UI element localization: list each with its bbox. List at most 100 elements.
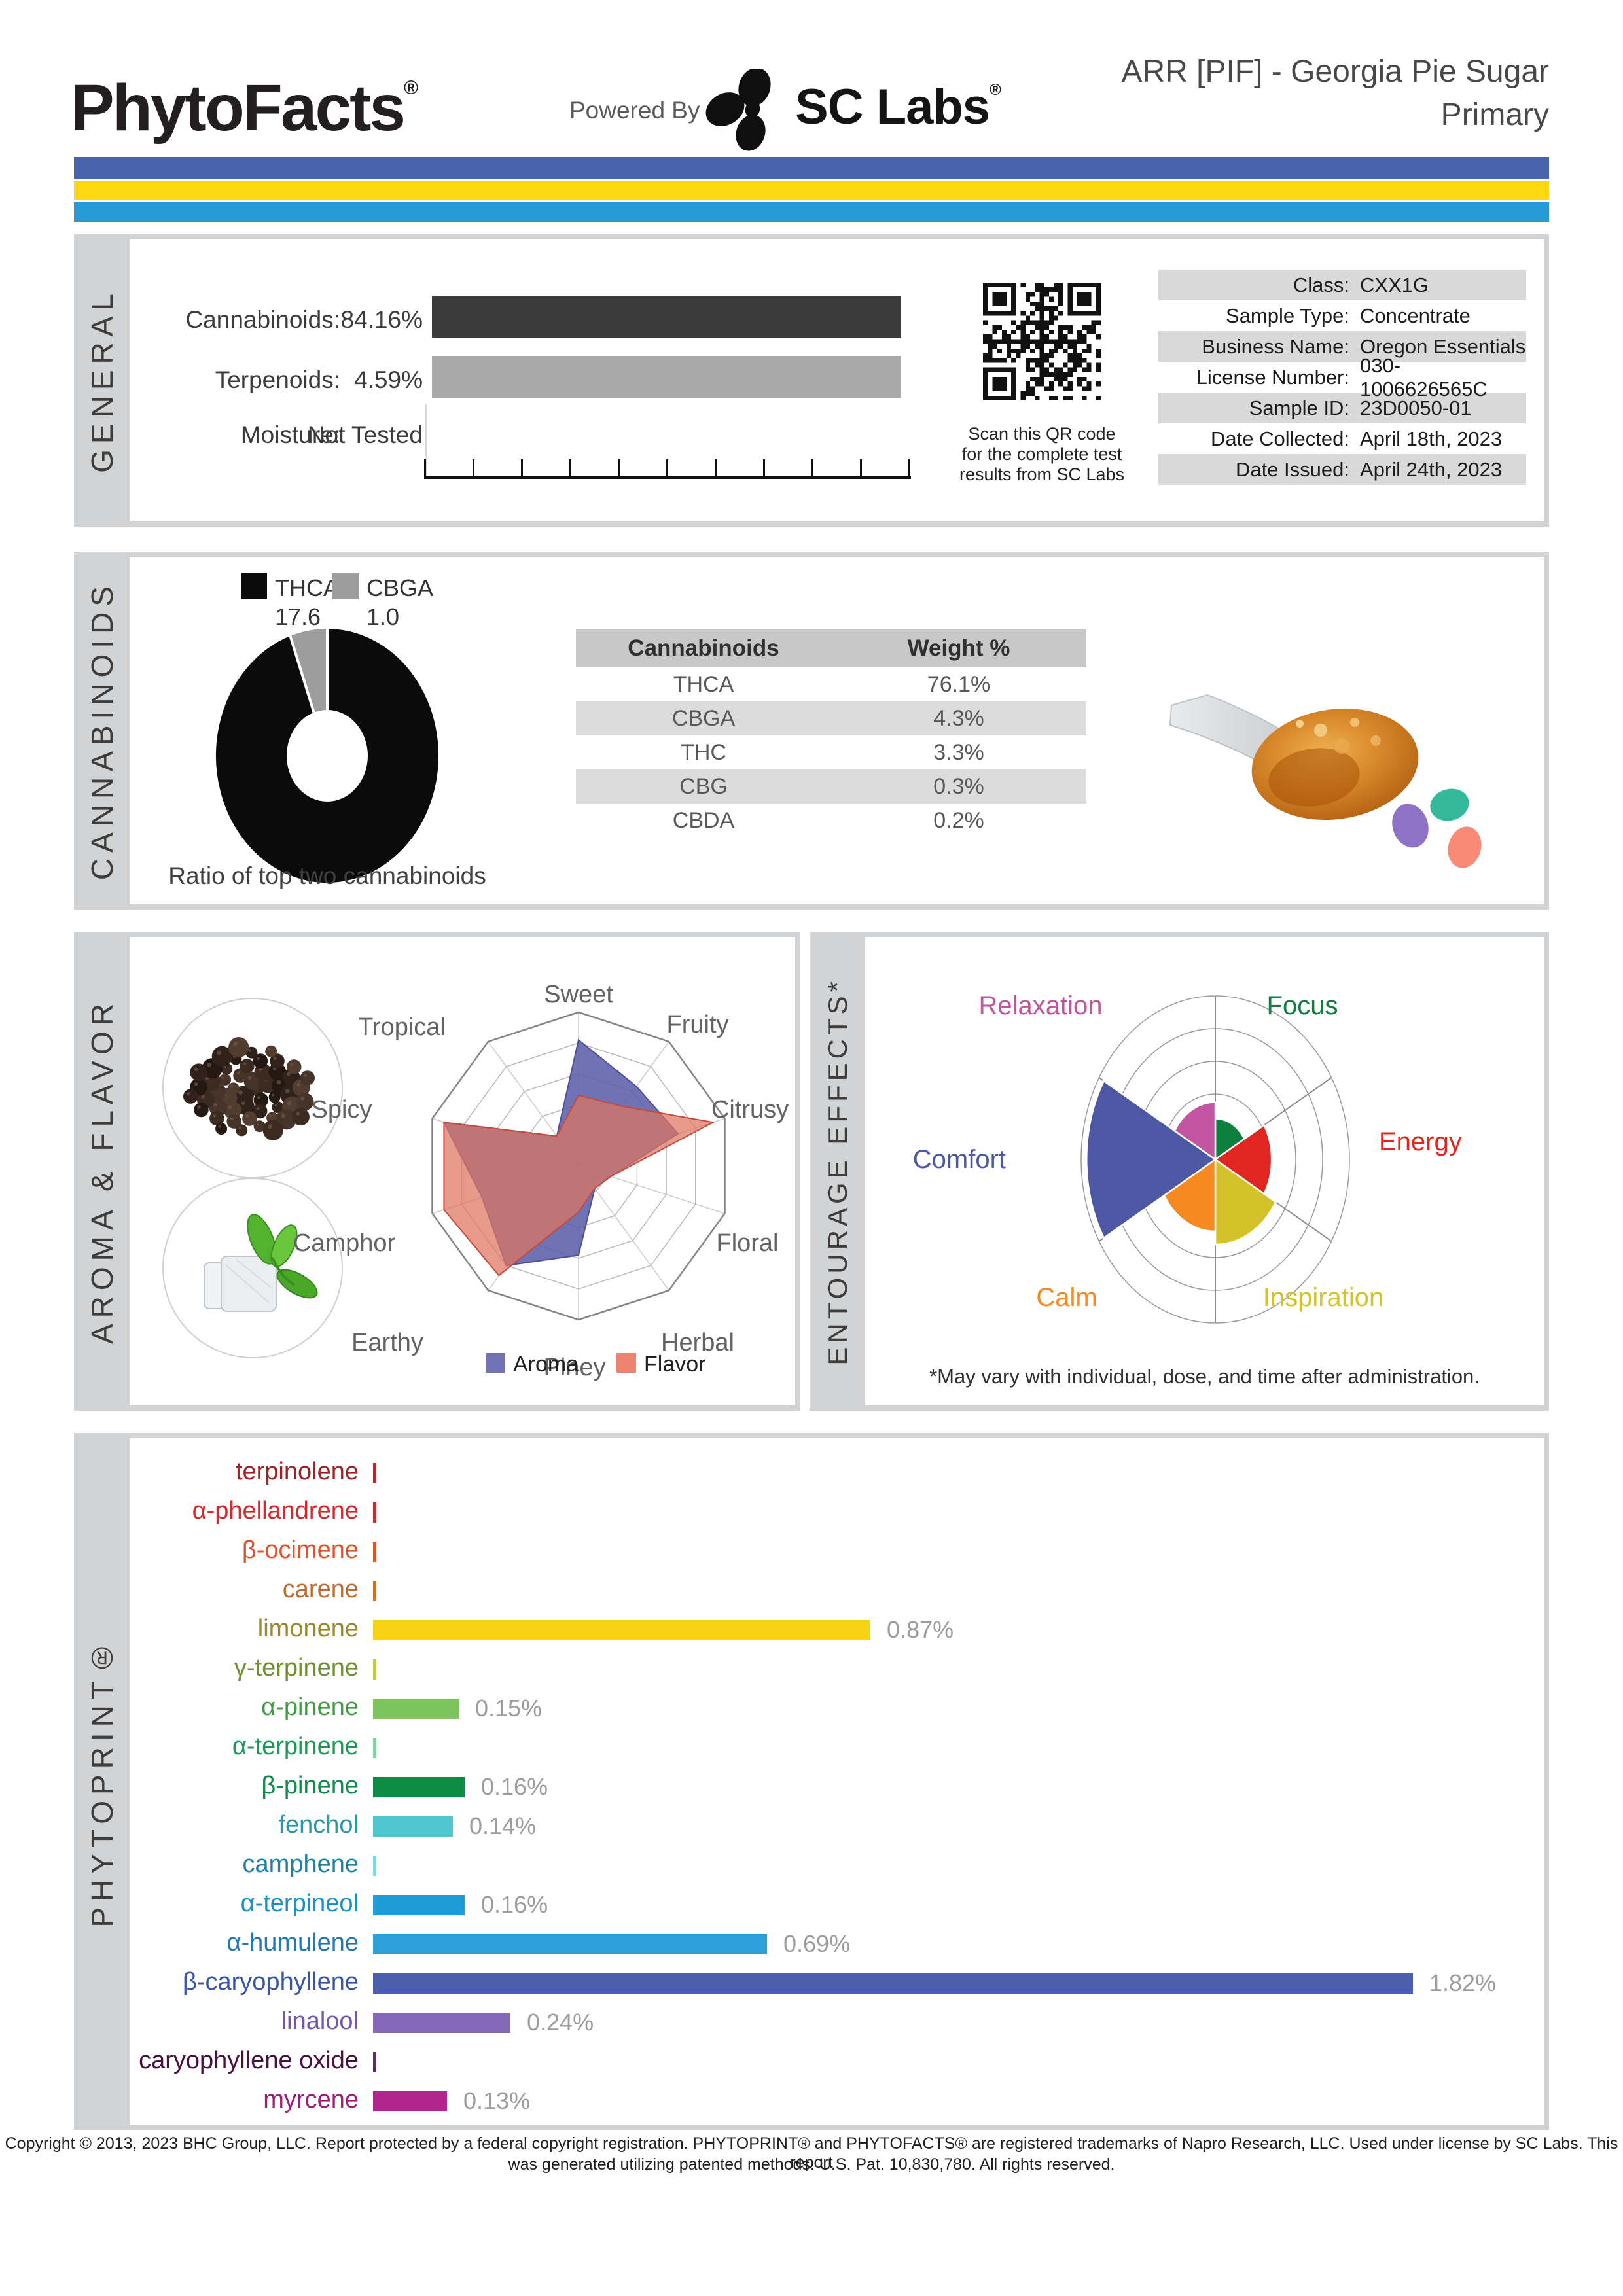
terpene-name: myrcene: [263, 2086, 359, 2113]
qr-caption-line2: for the complete test: [961, 444, 1122, 464]
terpene-row: myrcene 0.13%: [0, 2082, 1623, 2121]
moisture-value: Not Tested: [307, 421, 423, 448]
cannabinoid-weight: 76.1%: [927, 671, 991, 697]
ruler-tick: [908, 459, 910, 478]
info-row-label: Sample ID:: [1249, 396, 1349, 419]
cannabinoid-weight: 3.3%: [933, 739, 984, 765]
terpene-row: carene: [0, 1572, 1623, 1611]
terpene-row: limonene 0.87%: [0, 1611, 1623, 1650]
radar-axis-label: Fruity: [667, 1011, 729, 1038]
cannabinoid-row: CBG 0.3%: [576, 769, 1086, 804]
info-row-label: Date Issued:: [1235, 457, 1349, 481]
terpene-row: β-pinene 0.16%: [0, 1768, 1623, 1807]
terpene-row: γ-terpinene: [0, 1650, 1623, 1689]
entourage-section-sidebar: ENTOURAGE EFFECTS*: [810, 932, 865, 1411]
entourage-effects-rose-chart: Focus Energy Inspiration Calm Comfort Relaxat…: [913, 991, 1462, 1324]
info-row-value: Concentrate: [1360, 304, 1471, 327]
cannabinoid-weight: 0.2%: [933, 807, 984, 833]
cbga-legend-swatch: [332, 573, 359, 599]
info-row-value: April 18th, 2023: [1360, 427, 1503, 450]
radar-axis-label: Earthy: [351, 1329, 423, 1356]
ruler-tick: [812, 459, 813, 478]
terpene-bar: [373, 1777, 465, 1797]
ruler-tick: [763, 459, 765, 478]
cannabinoids-total-label: Cannabinoids:: [185, 306, 340, 333]
terpene-tick: [373, 2052, 376, 2072]
entourage-footnote: *May vary with individual, dose, and tim…: [929, 1365, 1480, 1388]
terpene-tick: [373, 1659, 376, 1680]
terpene-row: β-ocimene: [0, 1532, 1623, 1572]
terpene-name: carene: [282, 1576, 359, 1603]
info-row: Date Issued: April 24th, 2023: [1158, 454, 1526, 485]
entourage-sector-label: Inspiration: [1263, 1283, 1384, 1312]
terpene-tick: [373, 1502, 376, 1523]
terpene-row: terpinolene: [0, 1454, 1623, 1493]
ruler-tick: [569, 459, 571, 478]
terpene-bar: [373, 1699, 459, 1719]
terpene-name: terpinolene: [235, 1458, 359, 1485]
qr-caption: Scan this QR code for the complete test …: [957, 424, 1127, 485]
terpene-row: α-pinene 0.15%: [0, 1689, 1623, 1729]
info-row-label: Sample Type:: [1226, 304, 1349, 327]
ruler-tick: [666, 459, 668, 478]
info-row-label: Business Name:: [1202, 334, 1349, 358]
cannabinoids-table: Cannabinoids Weight % THCA 76.1% CBGA 4.3% THC…: [576, 629, 1086, 838]
cbga-legend-value: 1.0: [366, 603, 400, 630]
radar-axis-label: Herbal: [661, 1329, 734, 1356]
entourage-sector-label: Focus: [1267, 991, 1338, 1020]
terpene-tick: [373, 1581, 376, 1601]
cannabinoid-name: CBDA: [672, 807, 735, 833]
info-row-label: Class:: [1293, 273, 1349, 296]
sclabs-logo-text: SC Labs®: [795, 79, 1001, 135]
footer-copyright-line1: Copyright © 2013, 2023 BHC Group, LLC. R…: [5, 2134, 1618, 2172]
terpene-bar: [373, 1973, 1413, 1994]
terpene-bar: [373, 1934, 767, 1954]
cbga-legend-name: CBGA: [366, 574, 434, 601]
cannabinoid-name: THCA: [673, 671, 734, 697]
terpene-name: β-caryophyllene: [183, 1968, 359, 1996]
terpene-row: caryophyllene oxide: [0, 2043, 1623, 2082]
general-section-label: GENERAL: [84, 288, 119, 473]
terpene-name: β-ocimene: [241, 1536, 359, 1564]
cannabinoid-ratio-donut-chart: [213, 626, 441, 885]
entourage-sector-label: Calm: [1036, 1283, 1097, 1312]
info-row-label: License Number:: [1196, 365, 1349, 389]
terpene-name: limonene: [257, 1615, 359, 1642]
terpene-value: 0.16%: [481, 1891, 548, 1918]
thca-legend-value: 17.6: [275, 603, 321, 630]
phytoprint-section-panel: [130, 1438, 1544, 2125]
cannabinoid-row: CBDA 0.2%: [576, 804, 1086, 838]
cannabinoids-section-sidebar: CANNABINOIDS: [74, 552, 130, 910]
ruler-tick: [521, 459, 523, 478]
aroma-flavor-radar-chart: Sweet Fruity Citrusy Floral Herbal Piney Earth…: [293, 981, 789, 1381]
footer-copyright-line2: was generated utilizing patented methods…: [508, 2155, 1115, 2174]
radar-axis-label: Floral: [716, 1229, 778, 1257]
cannabinoid-weight: 4.3%: [933, 705, 984, 731]
thca-legend-name: THCA: [275, 574, 339, 601]
cannabinoid-name: THC: [681, 739, 726, 765]
info-row: Class: CXX1G: [1158, 270, 1526, 300]
terpene-row: α-phellandrene: [0, 1493, 1623, 1532]
terpene-bar: [373, 2013, 510, 2033]
aroma-legend-swatch: [486, 1353, 505, 1373]
report-title-line2: Primary: [1440, 97, 1549, 132]
entourage-sector-label: Relaxation: [978, 991, 1102, 1020]
terpene-value: 0.87%: [887, 1616, 954, 1643]
terpene-tick: [373, 1542, 376, 1562]
cannabinoids-section-label: CANNABINOIDS: [84, 580, 119, 881]
info-row-value: CXX1G: [1360, 273, 1429, 296]
header-stripe-lightblue: [74, 202, 1549, 222]
terpene-tick: [373, 1463, 376, 1483]
col-header-cannabinoids: Cannabinoids: [628, 635, 779, 661]
terpene-name: α-pinene: [261, 1693, 359, 1721]
terpene-row: camphene: [0, 1846, 1623, 1886]
general-chart-axis: [425, 404, 427, 478]
phytofacts-logo: PhytoFacts®: [71, 71, 418, 146]
entourage-sector-label: Comfort: [913, 1145, 1006, 1174]
cannabinoid-name: CBG: [679, 773, 728, 799]
info-row-value: April 24th, 2023: [1360, 457, 1503, 481]
radar-axis-label: Tropical: [358, 1014, 446, 1041]
sample-info-table: Class: CXX1G Sample Type: Concentrate Busine…: [1158, 270, 1526, 485]
terpene-name: α-phellandrene: [192, 1497, 359, 1525]
